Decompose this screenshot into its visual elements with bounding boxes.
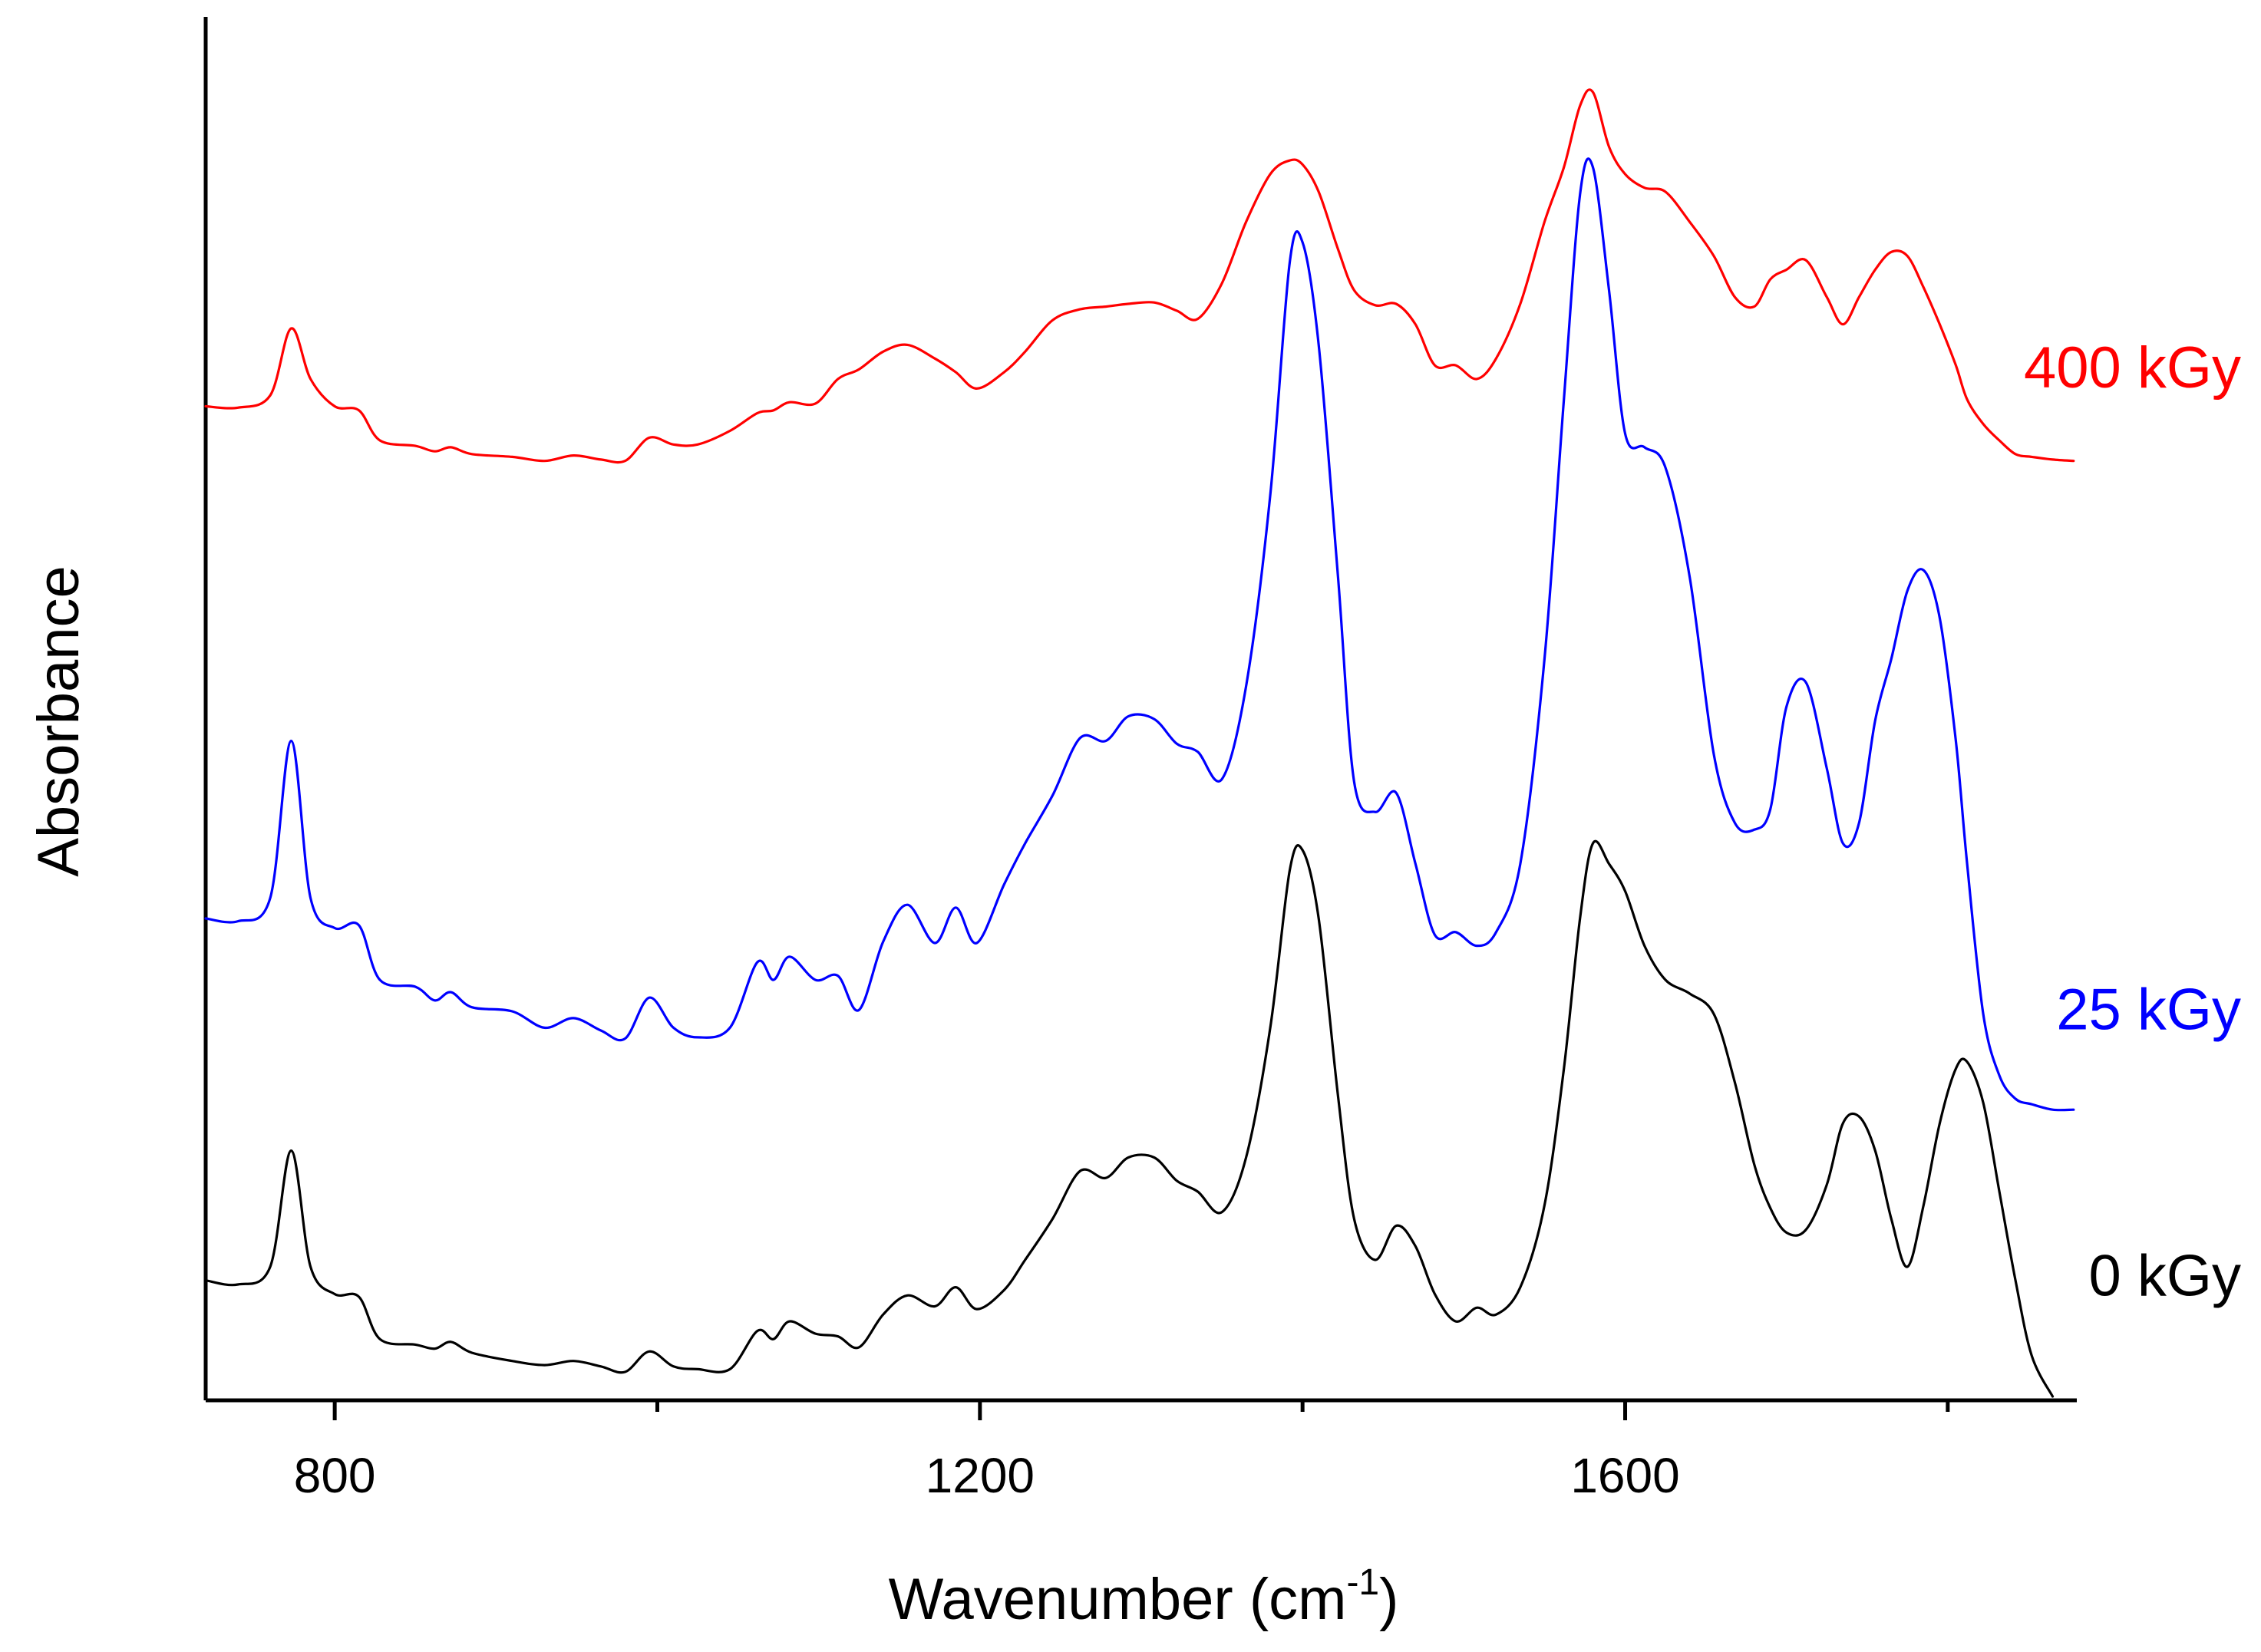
x-axis-title-close: ) xyxy=(1379,1567,1398,1632)
x-axis-title-superscript: -1 xyxy=(1346,1562,1379,1603)
series-line-0-kgy xyxy=(204,839,2055,1398)
plot-area: 800 1200 1600 400 kGy 25 kGy 0 kGy xyxy=(203,17,2241,1503)
series-label-400-kgy: 400 kGy xyxy=(2024,335,2241,401)
x-axis-title: Wavenumber (cm-1) xyxy=(889,1562,1399,1632)
series-label-0-kgy: 0 kGy xyxy=(2089,1244,2242,1309)
y-axis-title: Absorbance xyxy=(26,566,91,877)
series-label-25-kgy: 25 kGy xyxy=(2056,978,2241,1043)
x-tick-label: 1200 xyxy=(926,1448,1035,1503)
series-line-25-kgy xyxy=(204,157,2075,1112)
x-tick-label: 800 xyxy=(294,1448,376,1503)
series-labels: 400 kGy 25 kGy 0 kGy xyxy=(2024,335,2241,1309)
x-tick-label: 1600 xyxy=(1570,1448,1679,1503)
spectra-traces xyxy=(204,88,2075,1398)
series-line-400-kgy xyxy=(204,88,2075,464)
x-ticks: 800 1200 1600 xyxy=(294,1400,1950,1503)
x-axis-title-main: Wavenumber (cm xyxy=(889,1567,1347,1632)
